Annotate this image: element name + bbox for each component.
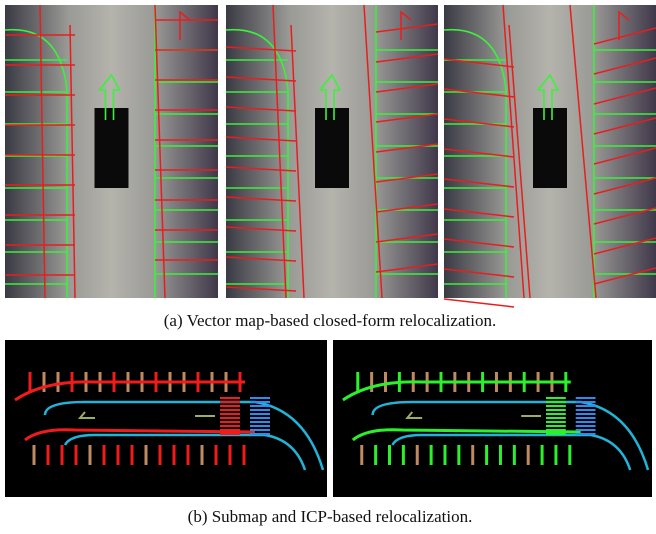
bev-panel: [444, 5, 656, 307]
submap-background: [5, 340, 327, 497]
red-line: [444, 299, 514, 307]
caption-a: (a) Vector map-based closed-form relocal…: [164, 311, 496, 330]
figure: (a) Vector map-based closed-form relocal…: [0, 0, 656, 534]
submap-panel: [333, 340, 652, 497]
bev-panel: [5, 5, 218, 298]
bev-panel: [226, 5, 438, 298]
caption-b: (b) Submap and ICP-based relocalization.: [188, 507, 473, 526]
ego-vehicle: [533, 108, 567, 188]
submap-background: [333, 340, 652, 497]
submap-panel: [5, 340, 327, 497]
ego-vehicle: [95, 108, 129, 188]
ego-vehicle: [315, 108, 349, 188]
